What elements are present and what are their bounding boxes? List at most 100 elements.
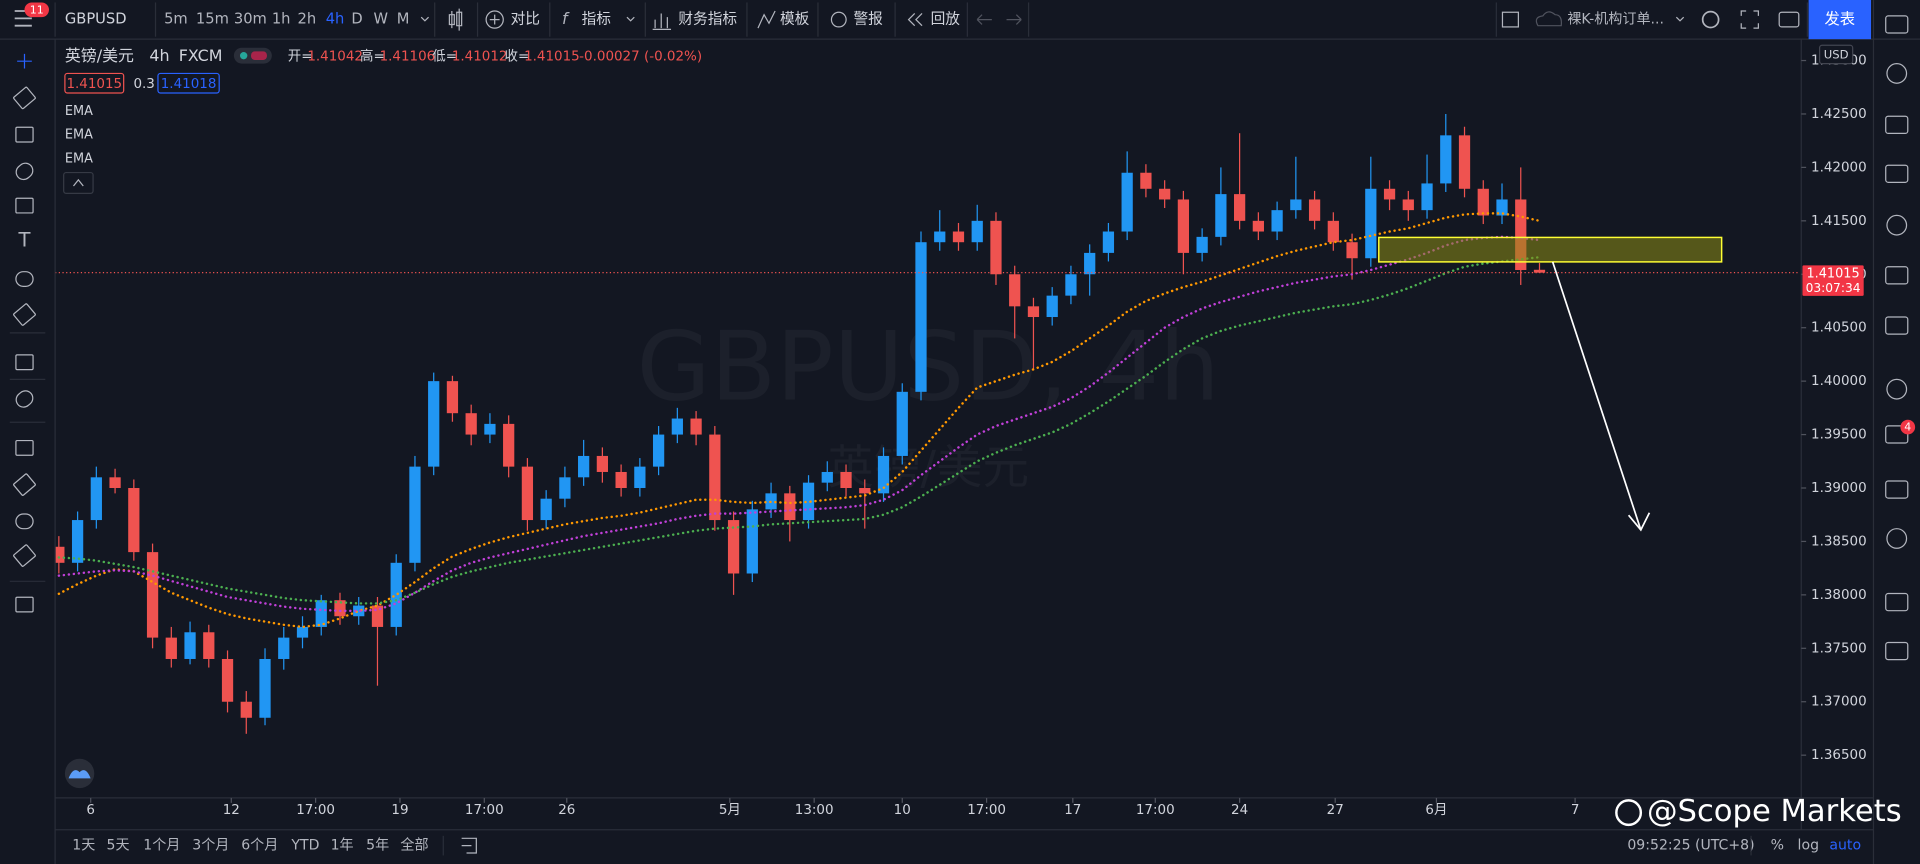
tool-icon <box>15 126 34 143</box>
toolbar-button[interactable]: 回放 <box>931 11 961 28</box>
badge-bg <box>24 2 49 18</box>
range-button[interactable]: 1年 <box>331 838 354 854</box>
candle-body <box>521 466 534 521</box>
tool-button[interactable] <box>13 303 36 326</box>
tool-button[interactable] <box>15 271 34 287</box>
ohlc-value: 1.41012 <box>452 49 508 64</box>
tool-button[interactable] <box>13 473 36 496</box>
side-button[interactable] <box>1885 592 1909 612</box>
scale-option[interactable]: log <box>1798 838 1819 854</box>
price-tag-value: 1.41015 <box>1807 266 1860 281</box>
camera-icon[interactable] <box>1778 11 1800 28</box>
price-tag <box>1802 265 1864 296</box>
candle-body <box>1477 188 1489 216</box>
tool-icon <box>15 390 34 408</box>
y-tick-label: 1.40000 <box>1811 374 1867 389</box>
tool-button[interactable] <box>15 354 34 371</box>
ema-line <box>57 235 1541 613</box>
interval-button[interactable]: D <box>351 11 362 28</box>
candle-body <box>1383 188 1396 200</box>
interval-button[interactable]: 2h <box>298 11 317 28</box>
x-tick-label: 24 <box>1231 803 1248 818</box>
legend-exchange: FXCM <box>179 46 223 65</box>
toolbar-button[interactable]: 模板 <box>780 10 810 28</box>
toolbar-button[interactable]: 警报 <box>853 11 883 28</box>
settings-icon[interactable] <box>1701 10 1720 29</box>
tool-button[interactable] <box>15 596 34 613</box>
interval-button[interactable]: M <box>397 11 410 28</box>
interval-button[interactable]: 1h <box>272 11 291 28</box>
side-button[interactable] <box>1886 214 1908 236</box>
fullscreen-icon[interactable] <box>1740 10 1759 29</box>
tool-button[interactable]: T <box>18 229 32 252</box>
candle-body <box>1290 199 1302 211</box>
interval-button[interactable]: W <box>373 11 388 28</box>
tool-button[interactable] <box>13 388 36 410</box>
candle-body <box>1027 306 1040 318</box>
side-button[interactable] <box>1885 266 1909 285</box>
symbol[interactable]: GBPUSD <box>65 11 127 28</box>
toolbar-button[interactable]: 财务指标 <box>678 11 737 28</box>
bid-box[interactable] <box>64 72 125 94</box>
tool-button[interactable] <box>15 513 34 530</box>
range-button[interactable]: 3个月 <box>192 838 229 854</box>
brand-text: @Scope Markets <box>1647 794 1902 829</box>
layout-icon[interactable] <box>1501 11 1519 28</box>
interval-button[interactable]: 30m <box>234 11 267 28</box>
side-button[interactable] <box>1885 641 1909 661</box>
tool-button[interactable] <box>15 126 34 143</box>
ohlc-label: 开= <box>288 49 313 64</box>
tool-button[interactable] <box>13 160 36 182</box>
layout-name[interactable]: 裸K-机构订单... <box>1567 12 1664 28</box>
ema-line <box>57 255 1541 605</box>
tool-button[interactable] <box>13 86 36 110</box>
toolbar-button[interactable]: 指标 <box>582 11 612 28</box>
tool-button[interactable] <box>15 439 34 456</box>
range-button[interactable]: 全部 <box>400 837 428 854</box>
fx-icon: f <box>562 9 570 28</box>
candle-body <box>409 466 421 563</box>
goto-icon[interactable] <box>461 837 477 854</box>
range-button[interactable]: 5天 <box>107 838 130 854</box>
ask-box[interactable] <box>157 72 220 94</box>
candle-body <box>727 520 740 574</box>
tool-button[interactable] <box>13 544 36 567</box>
interval-button[interactable]: 5m <box>164 11 188 28</box>
toolbar-button[interactable]: 对比 <box>511 11 540 28</box>
side-button[interactable] <box>1885 316 1909 335</box>
tool-button[interactable] <box>15 197 34 214</box>
bottom-bar: 1天 5天 1个月 3个月 6个月 YTD 1年 5年 全部 09:52:25 (UTC+8)% l… <box>55 829 1874 856</box>
collapse-button[interactable] <box>63 171 94 194</box>
ohlc-label: 收= <box>504 48 529 64</box>
range-button[interactable]: 1天 <box>72 838 95 854</box>
tool-icon <box>13 303 36 326</box>
candle-body <box>1140 172 1152 189</box>
side-button[interactable] <box>1886 528 1908 549</box>
x-tick-label: 17:00 <box>1136 803 1175 818</box>
indicator-label[interactable]: EMA <box>65 104 93 119</box>
side-button[interactable] <box>1885 480 1909 499</box>
indicator-label[interactable]: EMA <box>65 152 93 167</box>
publish[interactable]: 发表 <box>1825 10 1856 28</box>
range-button[interactable]: 1个月 <box>143 838 180 854</box>
side-button[interactable] <box>1885 164 1909 183</box>
range-button[interactable]: YTD <box>290 838 319 854</box>
interval-button[interactable]: 15m <box>196 11 229 28</box>
side-button[interactable] <box>1886 378 1908 400</box>
candle-body <box>1327 220 1339 243</box>
scale-option[interactable]: % <box>1771 838 1784 854</box>
x-tick-label: 17:00 <box>296 803 335 818</box>
indicator-label[interactable]: EMA <box>65 128 93 143</box>
side-button[interactable] <box>1885 115 1909 135</box>
candle-body <box>934 231 946 243</box>
tool-button[interactable] <box>17 53 32 69</box>
y-tick-label: 1.37500 <box>1811 641 1867 656</box>
range-button[interactable]: 5年 <box>366 838 389 854</box>
range-button[interactable]: 6个月 <box>241 838 278 854</box>
scale-option[interactable]: auto <box>1829 838 1861 854</box>
side-button[interactable] <box>1885 15 1909 34</box>
publish-bg[interactable] <box>1808 0 1872 40</box>
side-button[interactable] <box>1886 63 1908 84</box>
annotations <box>1378 236 1723 532</box>
interval-button[interactable]: 4h <box>326 11 345 28</box>
